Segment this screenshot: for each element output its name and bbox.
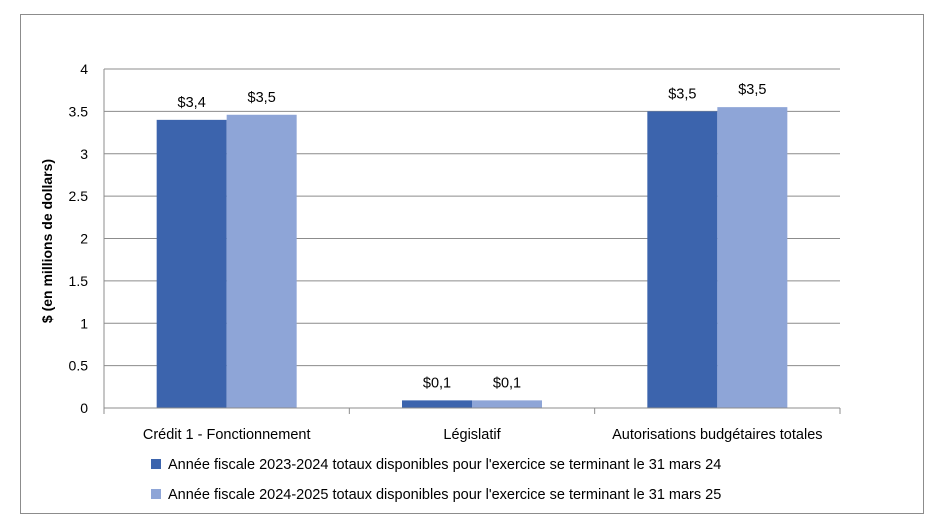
category-labels: Crédit 1 - Fonctionnement Législatif Autor… bbox=[143, 427, 823, 443]
y-tick-label: 1 bbox=[80, 315, 88, 331]
category-label: Autorisations budgétaires totales bbox=[612, 427, 822, 443]
legend-label: Année fiscale 2023-2024 totaux disponibl… bbox=[168, 457, 721, 473]
bar bbox=[402, 400, 472, 408]
legend-label: Année fiscale 2024-2025 totaux disponibl… bbox=[168, 487, 721, 503]
data-label: $3,5 bbox=[668, 86, 696, 102]
bar bbox=[226, 114, 297, 408]
bar bbox=[717, 107, 788, 408]
bar bbox=[647, 111, 718, 408]
data-label: $3,5 bbox=[248, 90, 276, 106]
data-label: $0,1 bbox=[493, 375, 521, 391]
legend-swatch bbox=[151, 459, 161, 469]
bars bbox=[156, 107, 788, 408]
y-tick-label: 2 bbox=[80, 231, 88, 247]
y-tick-label: 3.5 bbox=[69, 103, 89, 119]
y-tick-label: 1.5 bbox=[69, 273, 89, 289]
data-label: $3,5 bbox=[738, 82, 766, 98]
bar bbox=[472, 400, 542, 408]
y-axis-ticks: 0 0.5 1 1.5 2 2.5 3 3.5 4 bbox=[69, 61, 89, 416]
y-tick-label: 2.5 bbox=[69, 188, 89, 204]
y-tick-label: 3 bbox=[80, 146, 88, 162]
y-tick-label: 4 bbox=[80, 61, 88, 77]
y-axis-label: $ (en millions de dollars) bbox=[39, 159, 55, 323]
legend-swatch bbox=[151, 489, 161, 499]
y-tick-label: 0.5 bbox=[69, 358, 89, 374]
bar bbox=[156, 119, 227, 408]
category-label: Crédit 1 - Fonctionnement bbox=[143, 427, 311, 443]
legend: Année fiscale 2023-2024 totaux disponibl… bbox=[151, 457, 721, 503]
data-label: $0,1 bbox=[423, 375, 451, 391]
x-axis bbox=[103, 407, 841, 414]
data-labels: $3,4 $0,1 $3,5 $3,5 $0,1 $3,5 bbox=[178, 82, 767, 391]
category-label: Législatif bbox=[443, 427, 501, 443]
data-label: $3,4 bbox=[178, 95, 206, 111]
y-tick-label: 0 bbox=[80, 400, 88, 416]
